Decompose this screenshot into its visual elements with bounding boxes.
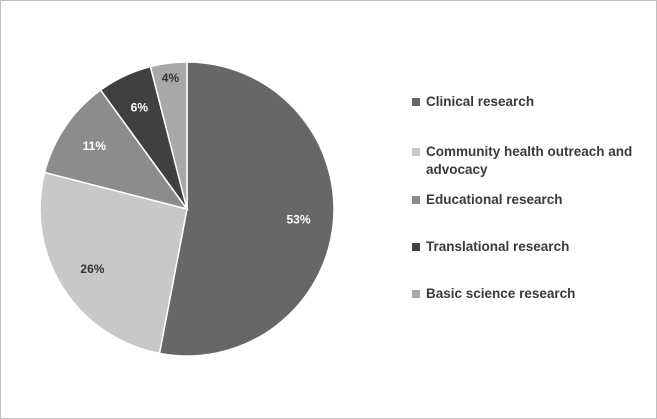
legend-label-2: Community health outreach and advocacy (426, 144, 633, 177)
legend-label-4: Translational research (426, 239, 570, 254)
legend-item-4: Translational research (412, 238, 652, 256)
slice-label-1: 53% (286, 213, 310, 227)
pie-slice-2 (39, 171, 188, 355)
slice-label-3: 11% (83, 139, 107, 153)
slice-label-2: 26% (80, 262, 104, 276)
pie-slice-3 (43, 89, 189, 211)
slice-label-5: 4% (162, 71, 180, 85)
legend-swatch-2 (412, 148, 420, 156)
legend-item-5: Basic science research (412, 285, 652, 303)
legend-label-1: Clinical research (426, 94, 535, 109)
legend-swatch-4 (412, 243, 420, 251)
legend-label-3: Educational research (426, 192, 563, 207)
legend-label-5: Basic science research (426, 286, 576, 301)
pie-slice-5 (149, 61, 188, 210)
legend-item-2: Community health outreach and advocacy (412, 143, 652, 179)
slice-label-4: 6% (131, 101, 149, 115)
legend-swatch-3 (412, 196, 420, 204)
legend-swatch-1 (412, 98, 420, 106)
legend-swatch-5 (412, 290, 420, 298)
pie-slice-1 (158, 61, 335, 357)
legend-item-1: Clinical research (412, 93, 652, 111)
legend-item-3: Educational research (412, 191, 652, 209)
